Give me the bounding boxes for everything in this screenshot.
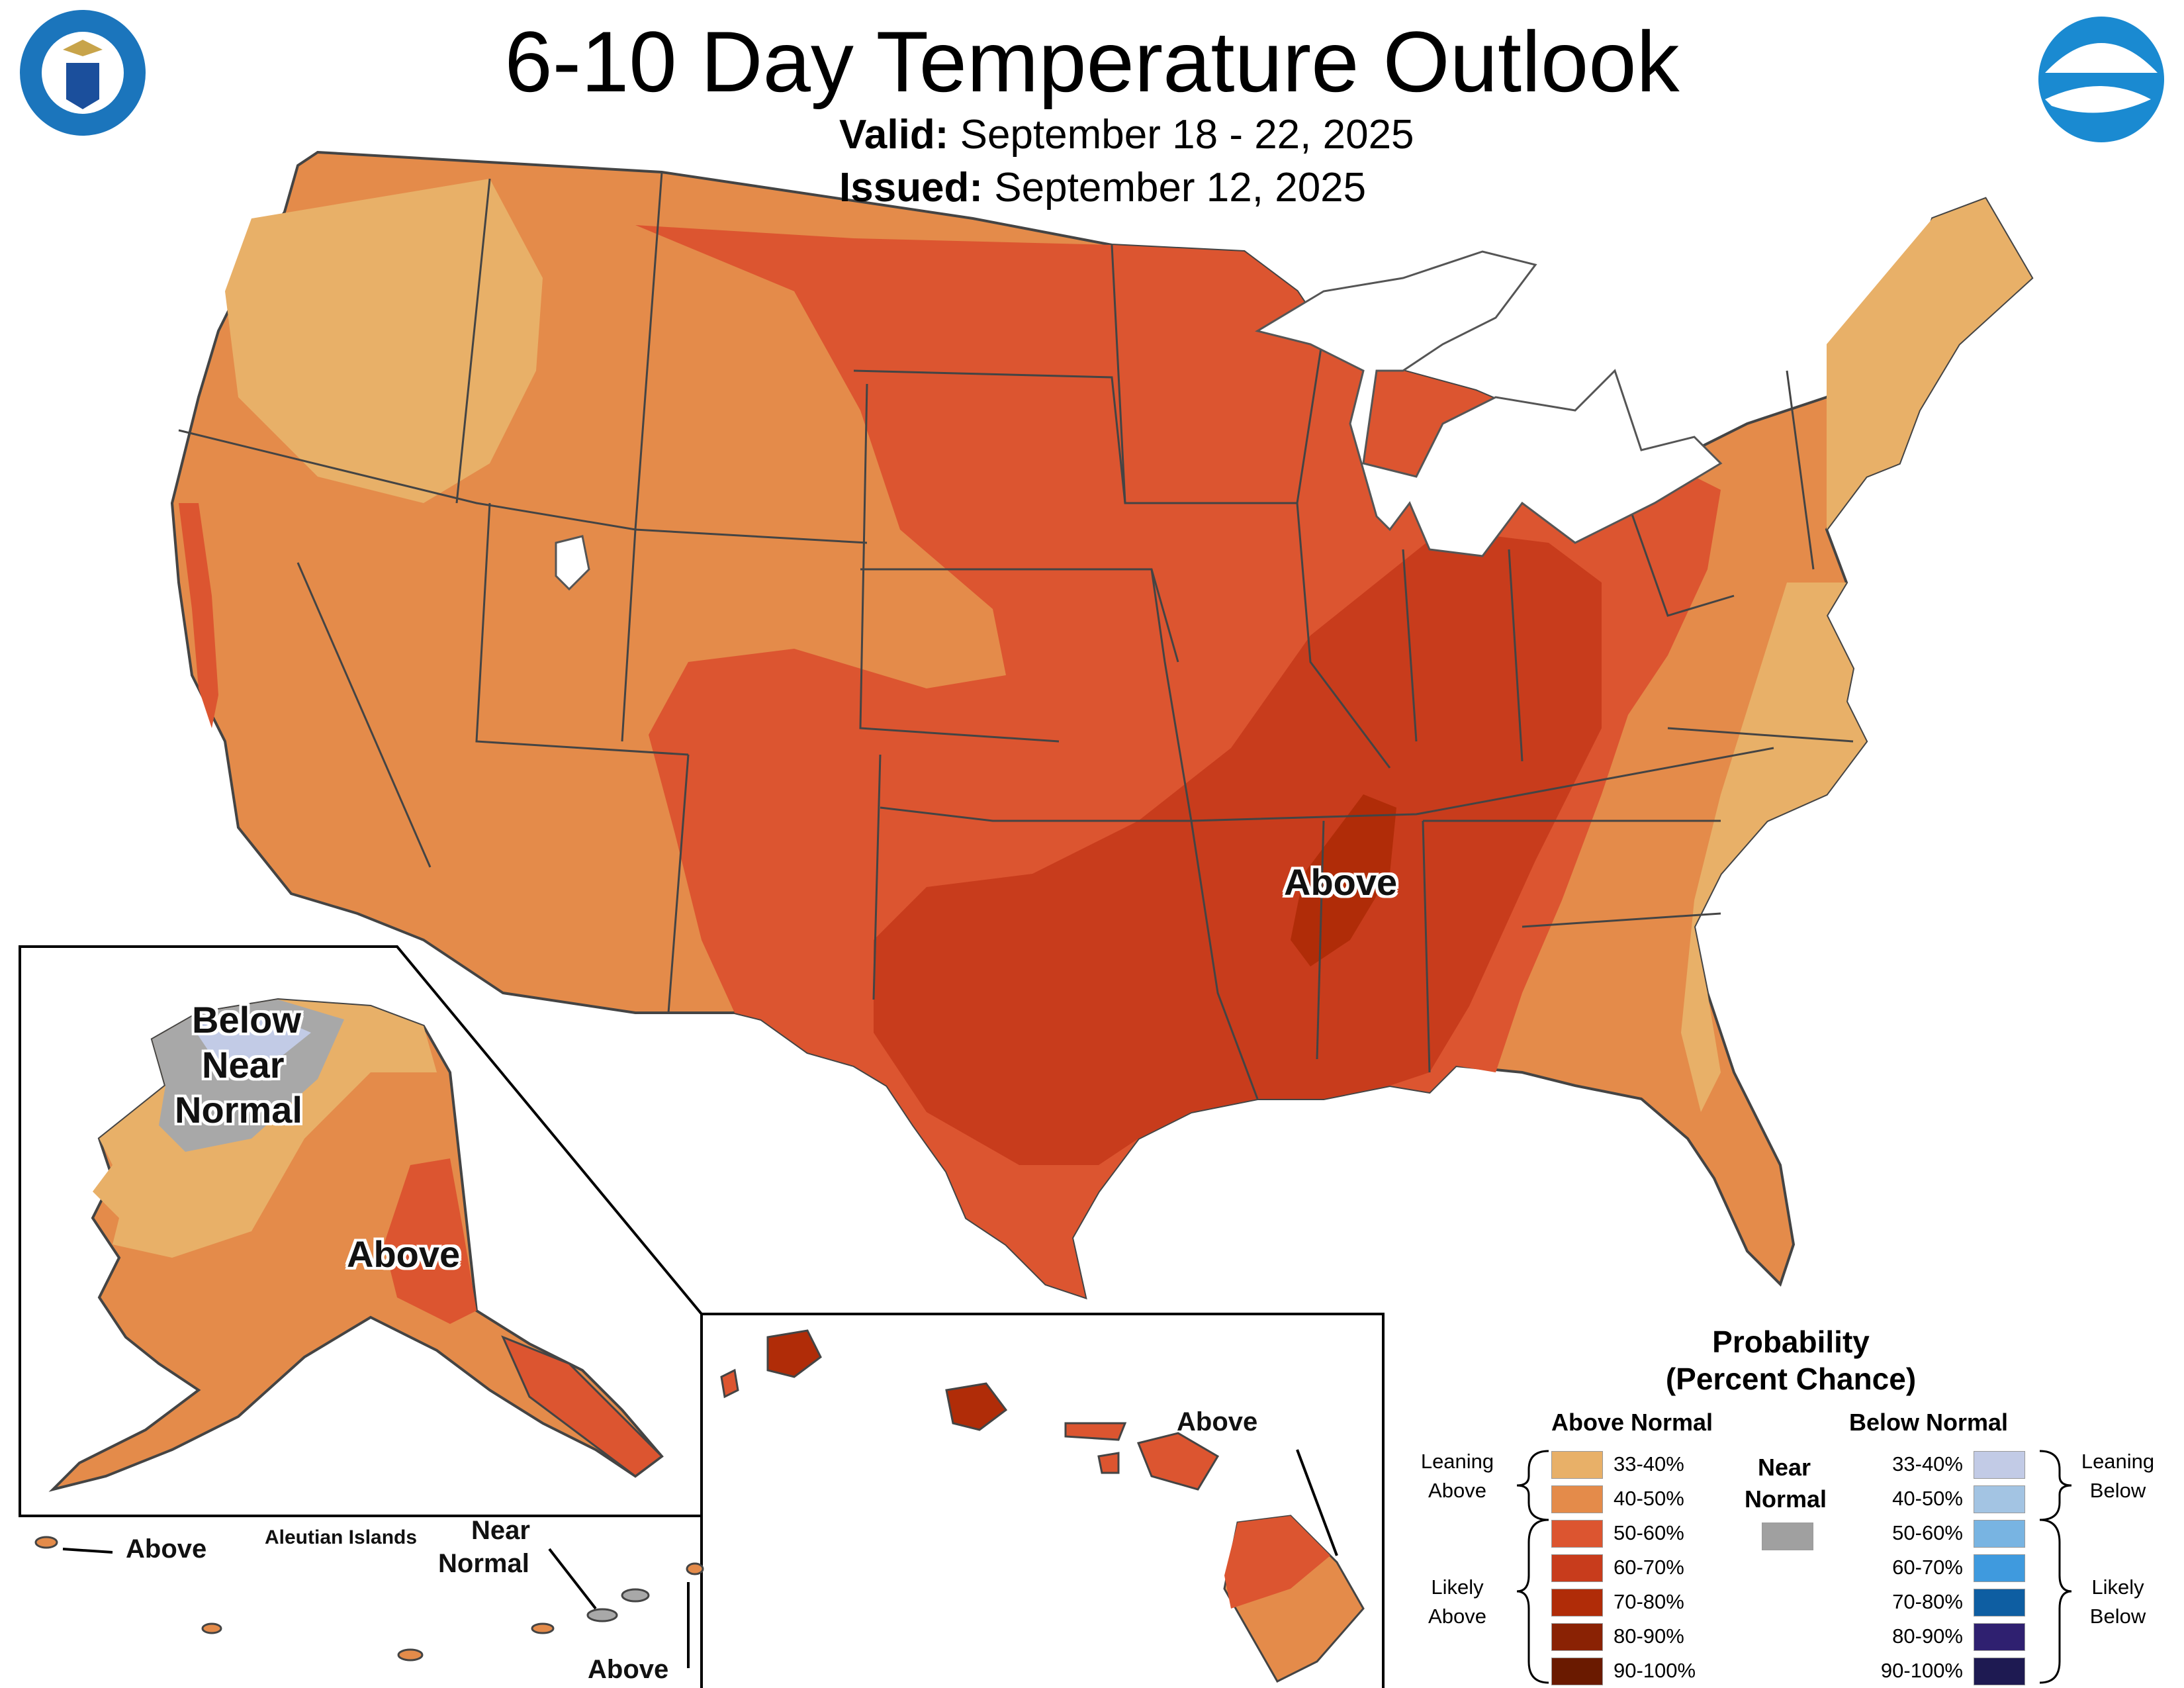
legend-likely-above: Likely Above: [1404, 1573, 1510, 1631]
legend-above-range-2: 40-50%: [1614, 1487, 1684, 1510]
legend-below-range-1: 33-40%: [1892, 1452, 1963, 1476]
legend-above-range-3: 50-60%: [1614, 1521, 1684, 1544]
legend-above-range-6: 80-90%: [1614, 1624, 1684, 1648]
aleutian-above-left-label: Above: [126, 1534, 207, 1564]
legend-below-swatch-5: [1974, 1589, 2025, 1617]
aleutian-above-bottom-label: Above: [588, 1655, 669, 1684]
legend-leaning-below-1: Leaning: [2081, 1450, 2155, 1473]
legend-above-swatch-2: [1551, 1485, 1603, 1513]
ca-coast-likely-zone: [179, 503, 218, 728]
legend-leaning-above-2: Above: [1428, 1479, 1486, 1502]
legend-title-2: (Percent Chance): [1665, 1362, 1917, 1396]
nw-leaning-zone: [225, 179, 543, 503]
legend-below-swatch-1: [1974, 1451, 2025, 1479]
legend-below-range-3: 50-60%: [1892, 1521, 1963, 1544]
legend-above-head: Above Normal: [1551, 1409, 1713, 1436]
alaska-normal-label: Normal: [175, 1089, 302, 1131]
legend-likely-above-2: Above: [1428, 1605, 1486, 1628]
legend-above-swatch-5: [1551, 1589, 1603, 1617]
legend-below-swatch-4: [1974, 1554, 2025, 1582]
legend-likely-below-2: Below: [2089, 1605, 2146, 1628]
oahu: [945, 1382, 1008, 1431]
molokai: [1064, 1422, 1127, 1441]
valid-label: Valid:: [839, 112, 949, 158]
alaska-near-label: Near: [202, 1044, 285, 1086]
aleutian-islands-label: Aleutian Islands: [265, 1526, 418, 1548]
issued-label: Issued:: [839, 165, 983, 211]
legend-above-range-4: 60-70%: [1614, 1556, 1684, 1579]
legend-above-range-5: 70-80%: [1614, 1590, 1684, 1613]
niihau: [720, 1368, 739, 1399]
alaska-likely-zone: [384, 1158, 477, 1324]
alaska-panhandle: [501, 1335, 664, 1477]
legend-likely-above-1: Likely: [1431, 1575, 1484, 1599]
legend-near-head-1: Near: [1758, 1454, 1811, 1481]
legend-above-swatch-6: [1551, 1623, 1603, 1651]
legend-above-range-7: 90-100%: [1614, 1659, 1696, 1682]
great-lakes: [1255, 250, 1723, 557]
kauai: [766, 1329, 822, 1378]
legend-below-range-5: 70-80%: [1892, 1590, 1963, 1613]
great-salt-lake: [555, 535, 590, 591]
legend-leaning-below: Leaning Below: [2065, 1447, 2171, 1505]
legend-below-swatch-7: [1974, 1658, 2025, 1685]
legend-below-swatch-3: [1974, 1520, 2025, 1548]
lower-mississippi-zone: [1291, 794, 1396, 966]
south-central-likely-zone: [874, 530, 1602, 1165]
legend-above-swatch-7: [1551, 1658, 1603, 1685]
alaska-above-label: Above: [347, 1233, 461, 1275]
valid-value: September 18 - 22, 2025: [960, 112, 1414, 158]
issued-line: Issued: September 12, 2025: [839, 164, 1366, 211]
legend-below-head: Below Normal: [1849, 1409, 2009, 1436]
legend-below-range-6: 80-90%: [1892, 1624, 1963, 1648]
legend-likely-below: Likely Below: [2065, 1573, 2171, 1631]
legend-below-range-4: 60-70%: [1892, 1556, 1963, 1579]
legend-above-range-1: 33-40%: [1614, 1452, 1684, 1476]
ne-leaning-zone: [1827, 199, 2032, 530]
legend-below-range-2: 40-50%: [1892, 1487, 1963, 1510]
legend-above-swatch-3: [1551, 1520, 1603, 1548]
alaska-below-zone: [192, 1013, 311, 1066]
legend-near-swatch: [1762, 1523, 1813, 1550]
legend-likely-below-1: Likely: [2091, 1575, 2144, 1599]
commerce-seal-logo: [20, 10, 146, 136]
aleutian-near-normal-islands: [586, 1588, 650, 1622]
se-leaning-zone: [1681, 583, 1866, 1112]
legend-below-range-7: 90-100%: [1880, 1659, 1963, 1682]
legend-leaning-above: Leaning Above: [1404, 1447, 1510, 1505]
hawaii-above-label: Above: [1177, 1407, 1258, 1436]
map-title: 6-10 Day Temperature Outlook: [504, 13, 1680, 110]
legend-below-swatch-2: [1974, 1485, 2025, 1513]
aleutian-near-label: Near: [471, 1516, 530, 1545]
state-boundaries: [178, 171, 1854, 1100]
valid-line: Valid: September 18 - 22, 2025: [839, 111, 1414, 158]
legend-near-head-2: Normal: [1745, 1485, 1827, 1513]
issued-value: September 12, 2025: [994, 165, 1367, 211]
legend-title-1: Probability: [1712, 1325, 1870, 1359]
conus-above-label: Above: [1284, 861, 1398, 903]
big-island-likely-zone: [1224, 1516, 1330, 1609]
legend-below-swatch-6: [1974, 1623, 2025, 1651]
noaa-logo: [2038, 17, 2164, 142]
alaska-below-label: Below: [192, 999, 301, 1041]
legend-leaning-above-1: Leaning: [1420, 1450, 1494, 1473]
legend-above-swatch-4: [1551, 1554, 1603, 1582]
legend-above-swatch-1: [1551, 1451, 1603, 1479]
aleutian-normal-label: Normal: [438, 1549, 529, 1578]
aleutian-islands: [34, 1536, 704, 1662]
lanai: [1097, 1452, 1120, 1474]
legend-leaning-below-2: Below: [2089, 1479, 2146, 1502]
maui: [1136, 1432, 1220, 1491]
